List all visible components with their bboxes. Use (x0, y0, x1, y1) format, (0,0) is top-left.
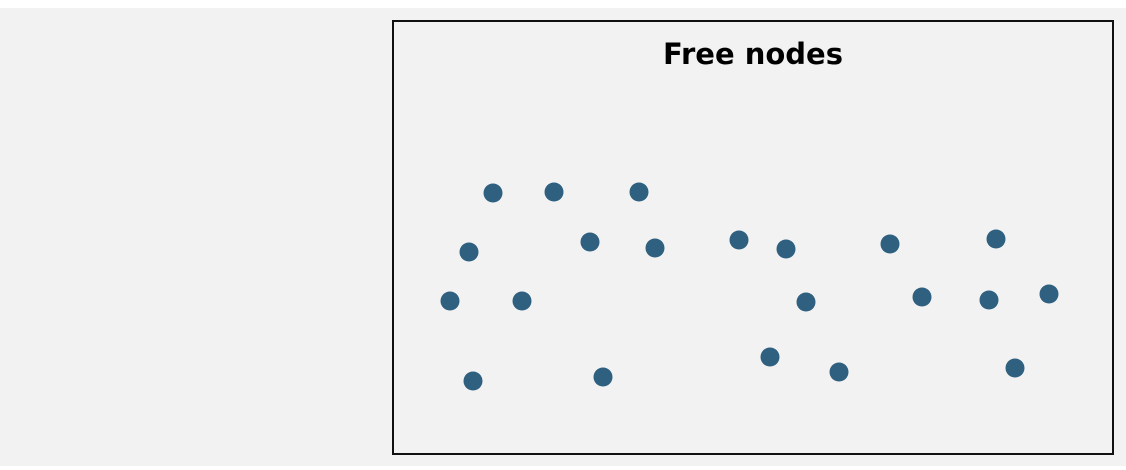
free-node[interactable] (629, 182, 649, 202)
free-node[interactable] (760, 347, 780, 367)
panel-title: Free nodes (663, 37, 843, 71)
free-node[interactable] (986, 229, 1006, 249)
free-node[interactable] (1005, 358, 1025, 378)
free-node[interactable] (593, 367, 613, 387)
free-node[interactable] (459, 242, 479, 262)
free-node[interactable] (512, 291, 532, 311)
free-node[interactable] (645, 238, 665, 258)
free-node[interactable] (483, 183, 503, 203)
free-node[interactable] (544, 182, 564, 202)
free-node[interactable] (463, 371, 483, 391)
free-node[interactable] (912, 287, 932, 307)
free-node[interactable] (440, 291, 460, 311)
free-node[interactable] (979, 290, 999, 310)
free-node[interactable] (580, 232, 600, 252)
free-node[interactable] (776, 239, 796, 259)
free-node[interactable] (880, 234, 900, 254)
free-node[interactable] (829, 362, 849, 382)
free-node[interactable] (729, 230, 749, 250)
free-node[interactable] (796, 292, 816, 312)
free-node[interactable] (1039, 284, 1059, 304)
